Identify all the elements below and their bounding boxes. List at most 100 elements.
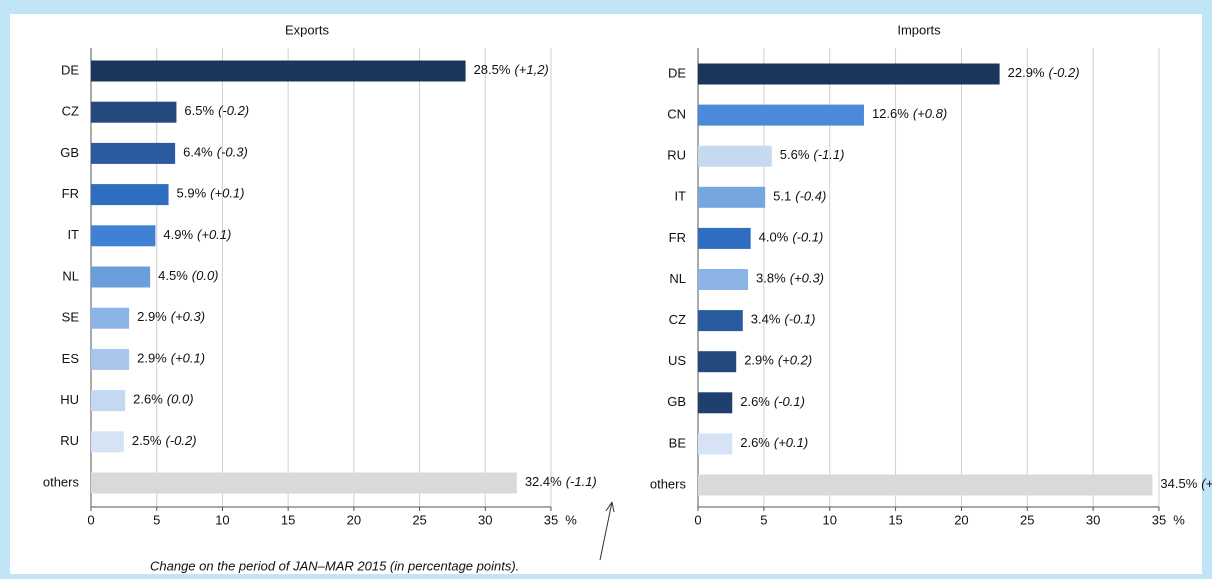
data-label: 2.6% (-0.1) — [740, 394, 805, 409]
bar — [91, 142, 176, 164]
bar — [698, 145, 772, 167]
y-tick-label: FR — [62, 186, 79, 201]
data-label: 3.8% (+0.3) — [756, 271, 824, 286]
bar — [698, 392, 733, 414]
x-tick-label: 10 — [215, 512, 229, 527]
bar — [698, 227, 751, 249]
x-axis-unit: % — [565, 512, 577, 527]
x-tick-label: 15 — [281, 512, 295, 527]
bar — [91, 307, 130, 329]
change-label: (-0.3) — [217, 145, 248, 160]
y-tick-label: GB — [667, 394, 686, 409]
bar — [698, 186, 766, 208]
x-tick-label: 10 — [822, 512, 836, 527]
x-axis-unit: % — [1173, 512, 1185, 527]
data-label: 6.4% (-0.3) — [183, 145, 248, 160]
bar — [91, 60, 466, 82]
change-label: (-0.2) — [1049, 65, 1080, 80]
value-label: 2.6% — [740, 394, 770, 409]
y-tick-label: SE — [62, 310, 80, 325]
change-label: (-0.2) — [165, 433, 196, 448]
value-label: 2.6% — [133, 392, 163, 407]
data-label: 4.0% (-0.1) — [759, 230, 824, 245]
bar — [698, 351, 737, 373]
y-tick-label: GB — [60, 145, 79, 160]
bar — [91, 348, 130, 370]
x-tick-label: 35 — [544, 512, 558, 527]
data-label: 5.6% (-1.1) — [780, 148, 845, 163]
change-label: (+0.8) — [913, 107, 947, 122]
y-tick-label: ES — [62, 351, 80, 366]
bar — [698, 63, 1000, 85]
y-tick-label: CZ — [62, 104, 79, 119]
change-label: (0.0) — [167, 392, 194, 407]
value-label: 32.4% — [525, 474, 562, 489]
data-label: 4.5% (0.0) — [158, 268, 218, 283]
data-label: 22.9% (-0.2) — [1008, 65, 1080, 80]
value-label: 6.5% — [184, 104, 214, 119]
data-label: 2.9% (+0.2) — [744, 353, 812, 368]
data-label: 32.4% (-1.1) — [525, 474, 597, 489]
change-label: (+1,2) — [514, 62, 548, 77]
data-label: 3.4% (-0.1) — [751, 312, 816, 327]
y-tick-label: NL — [62, 268, 79, 283]
data-label: 6.5% (-0.2) — [184, 104, 249, 119]
data-label: 2.6% (0.0) — [133, 392, 193, 407]
value-label: 2.9% — [137, 351, 167, 366]
value-label: 22.9% — [1008, 65, 1045, 80]
value-label: 4.5% — [158, 268, 188, 283]
y-tick-label: others — [650, 476, 687, 491]
chart-title: Exports — [285, 22, 330, 37]
data-label: 5.1 (-0.4) — [773, 189, 826, 204]
change-label: (+0.3) — [171, 310, 205, 325]
change-label: (+0.1) — [774, 435, 808, 450]
value-label: 28.5% — [474, 62, 511, 77]
value-label: 3.4% — [751, 312, 781, 327]
bar — [91, 101, 177, 123]
data-label: 5.9% (+0.1) — [177, 186, 245, 201]
y-tick-label: RU — [667, 148, 686, 163]
value-label: 5.6% — [780, 148, 810, 163]
change-label: (-0.1) — [792, 230, 823, 245]
data-label: 34.5% (+0.6) — [1160, 476, 1212, 491]
bar — [91, 266, 151, 288]
bar — [698, 433, 733, 455]
value-label: 6.4% — [183, 145, 213, 160]
change-label: (-0.1) — [784, 312, 815, 327]
value-label: 4.0% — [759, 230, 789, 245]
bar — [91, 390, 126, 412]
bar — [91, 472, 517, 494]
change-label: (0.0) — [192, 268, 219, 283]
y-tick-label: IT — [674, 189, 686, 204]
data-label: 2.9% (+0.1) — [137, 351, 205, 366]
change-label: (-0.4) — [795, 189, 826, 204]
y-tick-label: others — [43, 474, 80, 489]
value-label: 12.6% — [872, 107, 909, 122]
value-label: 34.5% — [1160, 476, 1197, 491]
value-label: 4.9% — [163, 227, 193, 242]
change-label: (+0.1) — [210, 186, 244, 201]
x-tick-label: 0 — [87, 512, 94, 527]
change-label: (+0.3) — [790, 271, 824, 286]
annotation: Change on the period of JAN–MAR 2015 (in… — [150, 558, 519, 573]
y-tick-label: DE — [668, 65, 686, 80]
change-label: (-0.1) — [774, 394, 805, 409]
x-tick-label: 30 — [1086, 512, 1100, 527]
y-tick-label: NL — [669, 271, 686, 286]
x-tick-label: 20 — [347, 512, 361, 527]
data-label: 12.6% (+0.8) — [872, 107, 947, 122]
bar — [91, 184, 169, 206]
value-label: 2.9% — [744, 353, 774, 368]
bar — [698, 474, 1153, 496]
change-label: (+0.1) — [197, 227, 231, 242]
x-tick-label: 5 — [153, 512, 160, 527]
x-tick-label: 25 — [412, 512, 426, 527]
chart-title: Imports — [897, 22, 941, 37]
change-label: (+0.2) — [778, 353, 812, 368]
x-tick-label: 15 — [888, 512, 902, 527]
y-tick-label: CN — [667, 107, 686, 122]
y-tick-label: IT — [67, 227, 79, 242]
y-tick-label: BE — [669, 435, 687, 450]
y-tick-label: DE — [61, 62, 79, 77]
